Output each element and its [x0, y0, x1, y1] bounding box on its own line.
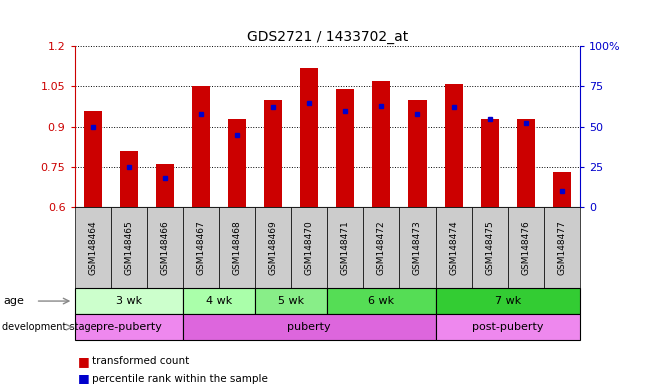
Bar: [156, 164, 174, 207]
Bar: [300, 68, 318, 207]
Text: development stage: development stage: [2, 322, 97, 332]
Text: GSM148468: GSM148468: [233, 220, 242, 275]
Bar: [553, 172, 571, 207]
Text: GSM148473: GSM148473: [413, 220, 422, 275]
Text: GSM148474: GSM148474: [449, 220, 458, 275]
Text: 6 wk: 6 wk: [368, 296, 395, 306]
Text: pre-puberty: pre-puberty: [96, 322, 161, 332]
Text: GSM148475: GSM148475: [485, 220, 494, 275]
Text: GSM148476: GSM148476: [521, 220, 530, 275]
Text: GSM148477: GSM148477: [557, 220, 566, 275]
Text: GSM148471: GSM148471: [341, 220, 350, 275]
Text: GSM148472: GSM148472: [377, 220, 386, 275]
Text: 5 wk: 5 wk: [278, 296, 304, 306]
Bar: [408, 100, 426, 207]
Text: GSM148464: GSM148464: [88, 220, 97, 275]
Bar: [481, 119, 499, 207]
Title: GDS2721 / 1433702_at: GDS2721 / 1433702_at: [247, 30, 408, 44]
Bar: [445, 84, 463, 207]
Text: GSM148469: GSM148469: [268, 220, 277, 275]
Bar: [120, 151, 138, 207]
Bar: [228, 119, 246, 207]
Text: puberty: puberty: [287, 322, 331, 332]
Text: GSM148466: GSM148466: [160, 220, 169, 275]
Text: post-puberty: post-puberty: [472, 322, 544, 332]
Text: ■: ■: [78, 372, 89, 384]
Text: GSM148465: GSM148465: [124, 220, 133, 275]
Text: percentile rank within the sample: percentile rank within the sample: [92, 374, 268, 384]
Bar: [373, 81, 390, 207]
Text: age: age: [3, 296, 24, 306]
Bar: [336, 89, 354, 207]
Text: 3 wk: 3 wk: [115, 296, 142, 306]
Text: GSM148470: GSM148470: [305, 220, 314, 275]
Text: 4 wk: 4 wk: [206, 296, 232, 306]
Text: transformed count: transformed count: [92, 356, 189, 366]
Bar: [84, 111, 102, 207]
Text: 7 wk: 7 wk: [494, 296, 521, 306]
Text: GSM148467: GSM148467: [196, 220, 205, 275]
Bar: [192, 86, 210, 207]
Text: ■: ■: [78, 355, 89, 368]
Bar: [517, 119, 535, 207]
Bar: [264, 100, 282, 207]
